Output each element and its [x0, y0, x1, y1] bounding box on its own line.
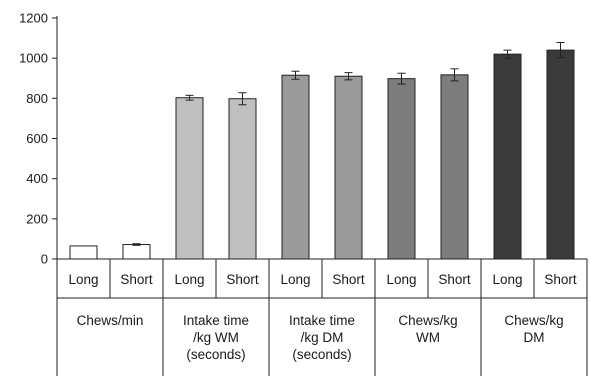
bar	[546, 49, 575, 260]
bar	[175, 97, 204, 260]
category-label: Long	[280, 272, 310, 287]
category-label: Long	[174, 272, 204, 287]
y-tick-label: 400	[26, 171, 48, 186]
category-label: Long	[492, 272, 522, 287]
category-label: Long	[68, 272, 98, 287]
y-tick-label: 800	[26, 91, 48, 106]
group-label: Chews/kg	[504, 313, 563, 328]
y-tick-label: 600	[26, 131, 48, 146]
y-tick-label: 1000	[19, 51, 48, 66]
bar	[281, 74, 310, 260]
group-label: WM	[416, 330, 440, 345]
group-label: Chews/kg	[398, 313, 457, 328]
category-label: Short	[438, 272, 471, 287]
y-tick-label: 200	[26, 211, 48, 226]
group-label: Intake time	[289, 313, 355, 328]
group-label: /kg WM	[193, 330, 239, 345]
category-label: Short	[226, 272, 259, 287]
bar	[334, 75, 363, 260]
y-tick-label: 1200	[19, 11, 48, 26]
bar	[440, 74, 469, 260]
bar	[228, 98, 257, 260]
bar	[493, 53, 522, 260]
group-label: /kg DM	[301, 330, 344, 345]
category-label: Long	[386, 272, 416, 287]
group-label: DM	[524, 330, 545, 345]
bar	[387, 78, 416, 260]
group-label: Intake time	[183, 313, 249, 328]
group-label: (seconds)	[292, 347, 351, 362]
bar	[69, 245, 98, 260]
group-label: Chews/min	[77, 313, 144, 328]
category-label: Short	[332, 272, 365, 287]
category-label: Short	[120, 272, 153, 287]
group-label: (seconds)	[186, 347, 245, 362]
category-label: Short	[544, 272, 577, 287]
y-tick-label: 0	[41, 252, 48, 267]
bar	[122, 244, 151, 260]
